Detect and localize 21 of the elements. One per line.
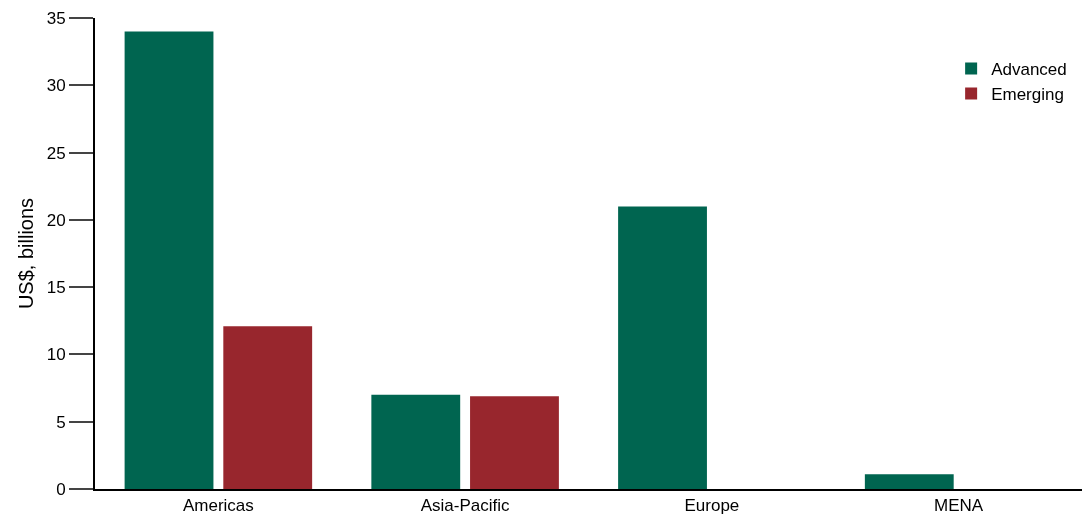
y-tick-label: 30 (46, 76, 66, 96)
y-tick-label: 10 (46, 345, 66, 365)
bar (618, 206, 707, 489)
y-tick-label: 5 (56, 412, 66, 432)
y-axis-title: US$, billions (14, 197, 37, 310)
bar (223, 326, 313, 489)
y-tick-label: 35 (46, 8, 66, 28)
y-tick-label: 20 (46, 210, 66, 230)
bar (864, 474, 954, 489)
x-tick-label: Americas (182, 496, 254, 516)
y-tick-label: 15 (46, 278, 66, 298)
bar (124, 31, 214, 489)
legend-label: Advanced (991, 60, 1067, 80)
bar (470, 396, 559, 489)
y-tick-label: 0 (56, 479, 66, 499)
bar (371, 394, 461, 489)
x-tick-label: MENA (934, 496, 984, 516)
x-tick-label: Europe (684, 496, 740, 516)
y-tick-label: 25 (46, 143, 66, 163)
x-tick-label: Asia-Pacific (420, 496, 511, 516)
legend-label: Emerging (991, 85, 1064, 105)
